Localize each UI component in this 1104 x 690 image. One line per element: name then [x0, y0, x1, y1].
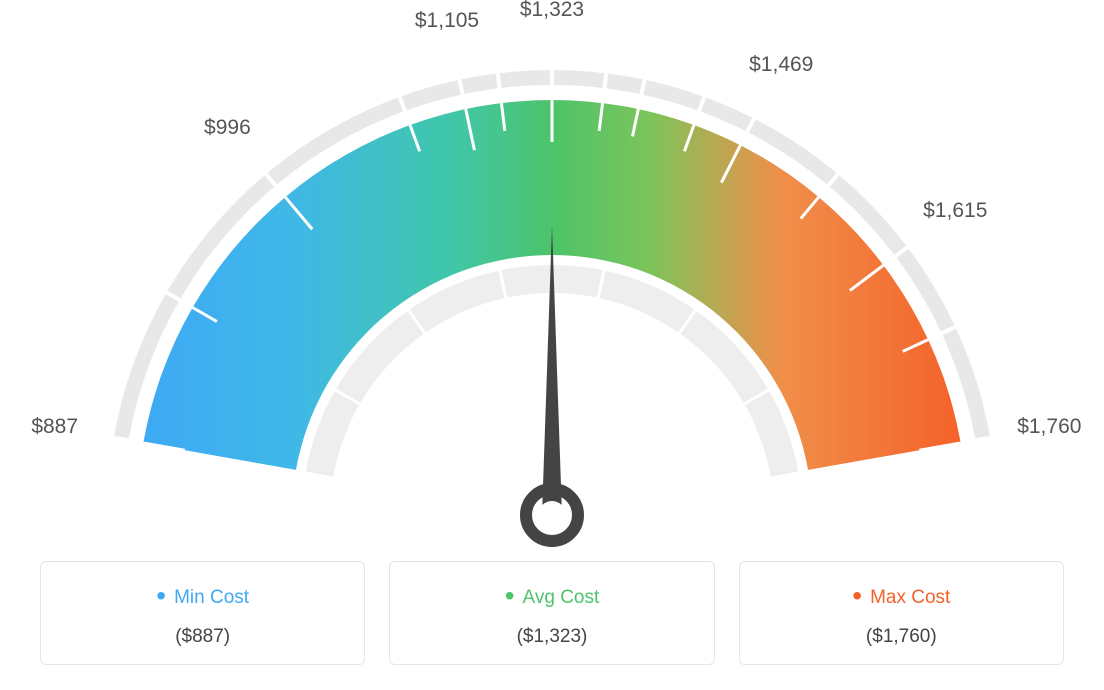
cost-gauge-container: $887 $996 $1,105 $1,323 $1,469 $1,615 $1,760 M…	[0, 0, 1104, 690]
gauge-chart: $887 $996 $1,105 $1,323 $1,469 $1,615 $1,760	[0, 0, 1104, 570]
legend-min-value: ($887)	[51, 626, 354, 648]
legend-max-card: Max Cost ($1,760)	[739, 561, 1064, 665]
gauge-tick-label: $1,760	[1017, 415, 1081, 439]
legend-avg-card: Avg Cost ($1,323)	[389, 561, 714, 665]
legend-max-value: ($1,760)	[750, 626, 1053, 648]
gauge-tick-label: $1,323	[520, 0, 584, 22]
legend-avg-label: Avg Cost	[400, 580, 703, 612]
legend-min-label: Min Cost	[51, 580, 354, 612]
gauge-tick-label: $996	[204, 116, 251, 140]
gauge-tick-label: $1,469	[749, 53, 813, 77]
legend-min-card: Min Cost ($887)	[40, 561, 365, 665]
legend-avg-value: ($1,323)	[400, 626, 703, 648]
gauge-tick-label: $887	[31, 415, 78, 439]
legend-max-label: Max Cost	[750, 580, 1053, 612]
legend-row: Min Cost ($887) Avg Cost ($1,323) Max Co…	[40, 561, 1064, 665]
gauge-tick-label: $1,105	[415, 9, 479, 33]
gauge-tick-label: $1,615	[923, 199, 987, 223]
